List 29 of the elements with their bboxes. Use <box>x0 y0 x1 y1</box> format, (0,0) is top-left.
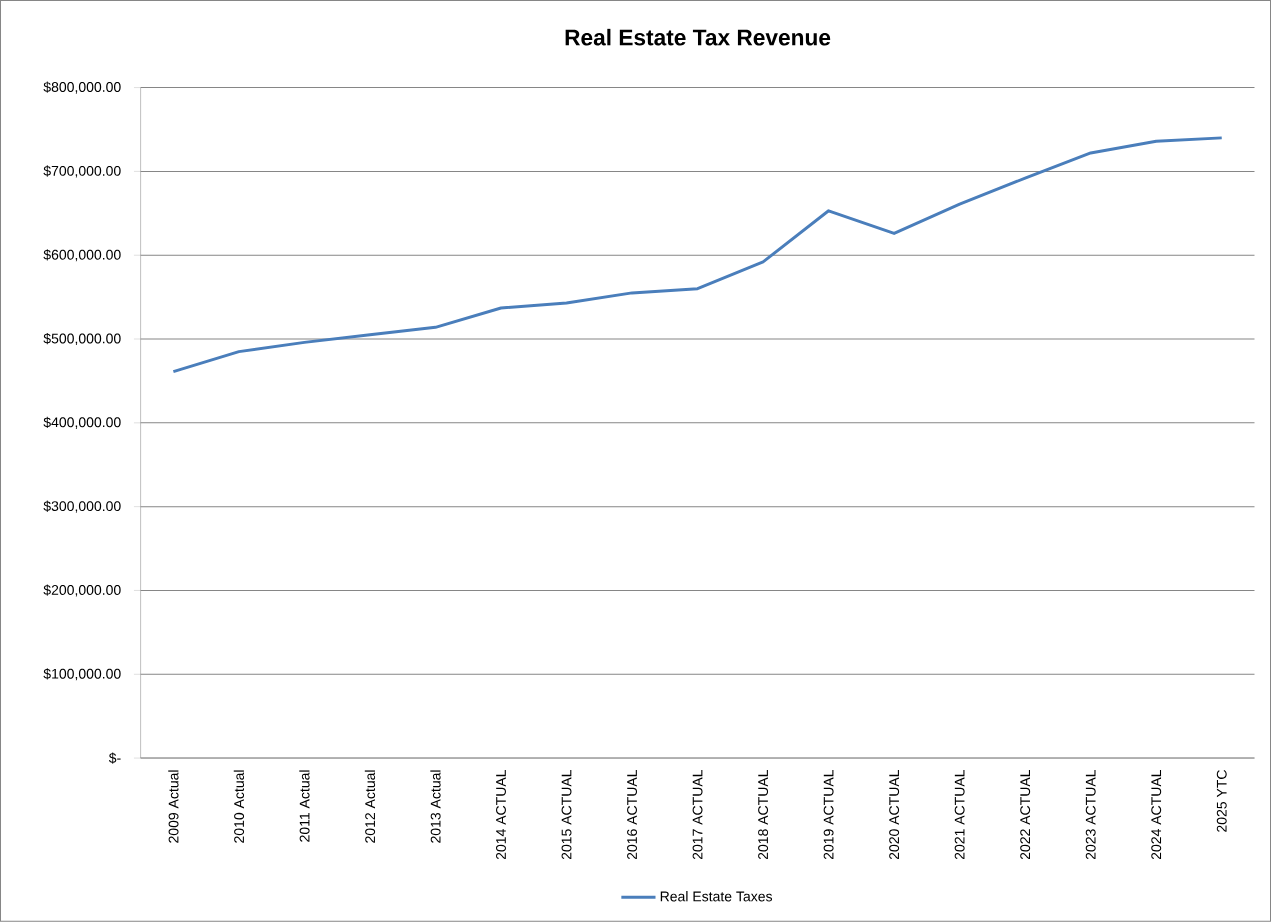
x-tick-label: 2011 Actual <box>299 770 310 842</box>
y-tick-label: $600,000.00 <box>43 249 121 262</box>
x-tick-label: 2014 ACTUAL <box>496 770 506 860</box>
x-tick-label: 2015 ACTUAL <box>561 770 572 860</box>
x-tick-label: 2016 ACTUAL <box>627 770 637 860</box>
legend-label: Real Estate Taxes <box>660 891 773 902</box>
x-tick-label: 2020 ACTUAL <box>889 770 900 860</box>
y-tick-label: $800,000.00 <box>43 81 121 94</box>
x-tick-label: 2022 ACTUAL <box>1020 770 1031 860</box>
x-tick-label: 2010 Actual <box>233 770 245 843</box>
line-series <box>171 136 1224 374</box>
y-tick-label: $400,000.00 <box>43 416 121 430</box>
x-tick-label: 2018 ACTUAL <box>758 770 769 860</box>
y-tick-label: $200,000.00 <box>43 584 121 597</box>
y-tick-label: $700,000.00 <box>43 165 121 178</box>
chart-title: Real Estate Tax Revenue <box>565 28 831 46</box>
y-tick-label: $300,000.00 <box>43 500 121 513</box>
x-tick-label: 2012 Actual <box>364 770 376 843</box>
x-tick-label: 2021 ACTUAL <box>954 770 965 860</box>
x-tick-label: 2019 ACTUAL <box>823 770 834 860</box>
x-tick-label: 2023 ACTUAL <box>1085 770 1096 860</box>
y-tick-label: $100,000.00 <box>43 668 121 681</box>
x-tick-label: 2013 Actual <box>430 770 441 843</box>
x-tick-label: 2025 YTC <box>1216 770 1227 832</box>
x-tick-label: 2017 ACTUAL <box>692 770 703 860</box>
x-tick-label: 2009 Actual <box>168 770 179 843</box>
x-tick-label: 2024 ACTUAL <box>1151 770 1162 860</box>
y-tick-label: $500,000.00 <box>43 333 121 346</box>
y-tick-label: $- <box>108 752 121 764</box>
